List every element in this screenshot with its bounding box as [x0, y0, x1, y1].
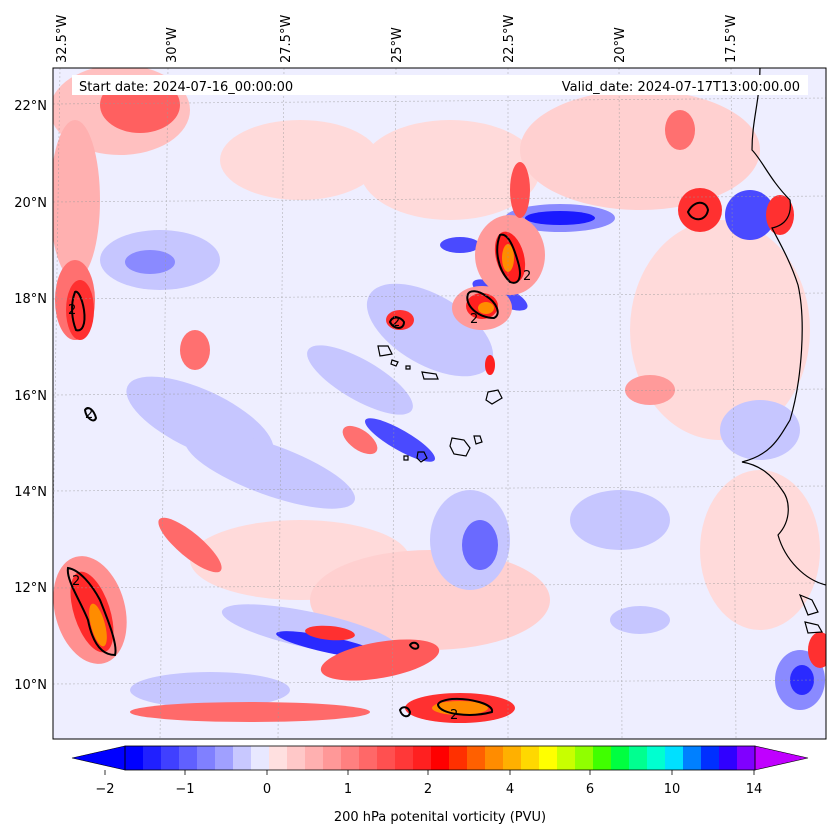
colorbar-segments — [125, 746, 756, 770]
colorbar-segment — [215, 746, 234, 770]
colorbar-tick-label: 14 — [746, 782, 763, 797]
colorbar-segment — [611, 746, 630, 770]
colorbar-segment — [305, 746, 324, 770]
contour-label: 2 — [450, 708, 458, 723]
map-frame — [52, 67, 827, 740]
colorbar-segment — [251, 746, 270, 770]
contour-label: 2 — [85, 407, 93, 422]
colorbar-segment — [575, 746, 594, 770]
contour-label: 2 — [470, 312, 478, 327]
latitude-labels: 22°N 20°N 18°N 16°N 14°N 12°N 10°N — [14, 99, 47, 693]
colorbar-segment — [359, 746, 378, 770]
start-date-label: Start date: 2024-07-16_00:00:00 — [79, 80, 293, 95]
lon-label: 22.5°W — [502, 15, 517, 63]
colorbar-segment — [341, 746, 360, 770]
contour-labels: 2 2 2 2 2 2 2 — [68, 269, 531, 723]
colorbar-tick-label: 10 — [664, 782, 681, 797]
colorbar-segment — [431, 746, 450, 770]
colorbar-segment — [377, 746, 396, 770]
colorbar-tick-label: 2 — [424, 782, 432, 797]
lon-label: 32.5°W — [55, 15, 70, 63]
colorbar-segment — [395, 746, 414, 770]
colorbar-segment — [629, 746, 648, 770]
colorbar-segment — [665, 746, 684, 770]
colorbar-segment — [161, 746, 180, 770]
colorbar-segment — [683, 746, 702, 770]
colorbar-outline — [124, 745, 756, 771]
colorbar-segment — [503, 746, 522, 770]
lon-label: 17.5°W — [724, 15, 739, 63]
lat-label: 12°N — [14, 581, 47, 596]
contour-label: 2 — [392, 315, 400, 330]
colorbar-ticks: −2 −1 0 1 2 4 6 10 14 — [95, 770, 762, 797]
colorbar-segment — [467, 746, 486, 770]
pv-2-contours — [66, 201, 710, 718]
colorbar-segment — [449, 746, 468, 770]
contour-label: 2 — [523, 269, 531, 284]
colorbar-tick-label: 4 — [506, 782, 514, 797]
pv-maxima — [53, 110, 826, 723]
lat-label: 14°N — [14, 485, 47, 500]
colorbar-segment — [233, 746, 252, 770]
lat-label: 16°N — [14, 389, 47, 404]
lat-label: 18°N — [14, 292, 47, 307]
colorbar-segment — [647, 746, 666, 770]
lat-label: 20°N — [14, 196, 47, 211]
colorbar-segment — [323, 746, 342, 770]
colorbar-tick-label: 6 — [586, 782, 594, 797]
colorbar-tick-label: 0 — [263, 782, 271, 797]
colorbar-segment — [197, 746, 216, 770]
colorbar-segment — [701, 746, 720, 770]
colorbar-segment — [179, 746, 198, 770]
contour-label: 2 — [72, 574, 80, 589]
colorbar-min-extend — [71, 745, 126, 771]
colorbar-segment — [557, 746, 576, 770]
lat-label: 22°N — [14, 99, 47, 114]
colorbar-segment — [269, 746, 288, 770]
lon-label: 30°W — [165, 27, 180, 63]
lon-label: 20°W — [613, 27, 628, 63]
colorbar-segment — [593, 746, 612, 770]
longitude-labels: 32.5°W 30°W 27.5°W 25°W 22.5°W 20°W 17.5… — [55, 15, 739, 63]
colorbar-tick-label: −2 — [95, 782, 114, 797]
colorbar-segment — [737, 746, 756, 770]
colorbar-segment — [539, 746, 558, 770]
lat-label: 10°N — [14, 678, 47, 693]
colorbar-tick-label: 1 — [344, 782, 352, 797]
coastline — [377, 68, 826, 634]
colorbar-segment — [287, 746, 306, 770]
colorbar-segment — [719, 746, 738, 770]
contour-label: 2 — [68, 303, 76, 318]
map-panel: 2 2 2 2 2 2 2 — [53, 68, 826, 739]
colorbar-title: 200 hPa potenital vorticity (PVU) — [334, 810, 546, 825]
colorbar-tick-label: −1 — [175, 782, 194, 797]
valid-date-label: Valid_date: 2024-07-17T13:00:00.00 — [562, 80, 800, 95]
lon-label: 25°W — [390, 27, 405, 63]
colorbar-segment — [485, 746, 504, 770]
colorbar-segment — [413, 746, 432, 770]
colorbar: −2 −1 0 1 2 4 6 10 14 200 hPa potenital vorticit… — [71, 745, 809, 825]
colorbar-segment — [143, 746, 162, 770]
colorbar-max-extend — [754, 745, 809, 771]
colorbar-segment — [125, 746, 144, 770]
colorbar-segment — [521, 746, 540, 770]
date-header-box — [72, 75, 808, 95]
lon-label: 27.5°W — [279, 15, 294, 63]
graticule — [53, 68, 826, 739]
